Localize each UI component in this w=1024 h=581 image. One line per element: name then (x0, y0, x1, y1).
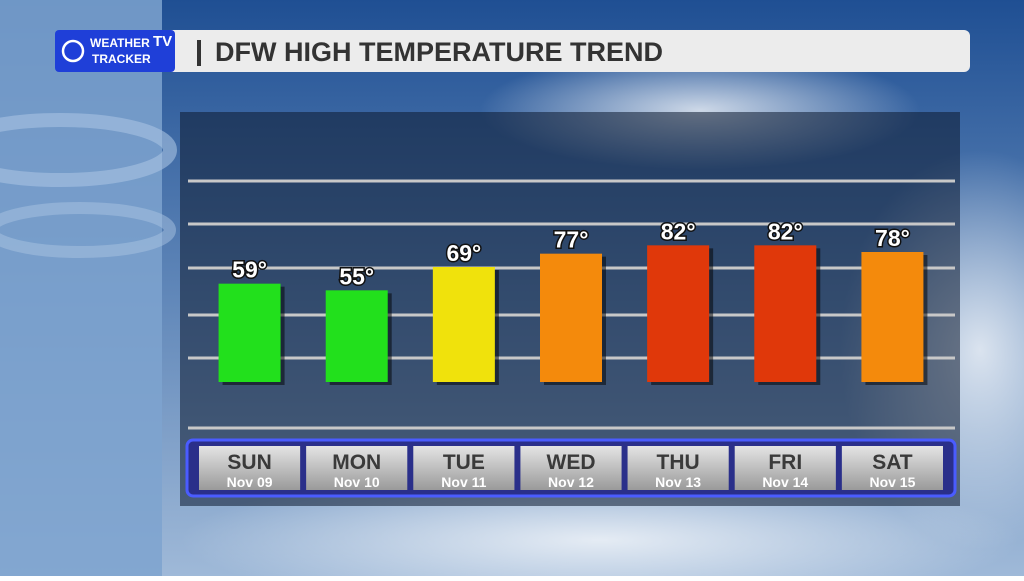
bar (540, 253, 602, 382)
x-tick-label: THU (657, 451, 700, 474)
day-cell (841, 446, 943, 490)
date-label: Nov 10 (334, 474, 380, 490)
chart-title: DFW HIGH TEMPERATURE TREND (215, 37, 663, 67)
value-label: 59° (232, 257, 267, 283)
bar (647, 245, 710, 382)
logo-box (55, 30, 175, 72)
bar (325, 290, 388, 382)
date-label: Nov 12 (548, 474, 594, 490)
logo-icon (61, 39, 85, 63)
value-label: 82° (768, 218, 803, 244)
day-cell (520, 446, 622, 490)
logo-watermark (0, 113, 177, 187)
x-tick-label: SUN (227, 451, 271, 474)
value-label: 77° (554, 227, 589, 253)
day-cell (627, 446, 729, 490)
value-label: 55° (339, 263, 374, 289)
day-cell (199, 446, 301, 490)
day-cell (413, 446, 515, 490)
value-label: 69° (446, 240, 481, 266)
title-separator (197, 40, 201, 66)
date-label: Nov 14 (762, 474, 808, 490)
value-label: 82° (661, 218, 696, 244)
x-tick-label: TUE (443, 451, 485, 474)
x-tick-label: WED (547, 451, 596, 474)
day-cell (734, 446, 836, 490)
x-tick-label: SAT (872, 451, 913, 474)
bar (861, 252, 924, 382)
bar (218, 283, 281, 382)
date-label: Nov 11 (441, 474, 486, 490)
date-label: Nov 13 (655, 474, 701, 490)
logo-text: TRACKER (92, 52, 151, 66)
date-label: Nov 15 (869, 474, 915, 490)
day-cell (306, 446, 408, 490)
logo-text: WEATHER (90, 36, 150, 50)
bar (754, 245, 817, 382)
bar (432, 267, 495, 382)
side-panel (0, 0, 162, 576)
x-tick-label: MON (332, 451, 381, 474)
value-label: 78° (875, 225, 910, 251)
logo-badge: TV (153, 33, 172, 50)
logo-watermark (0, 202, 176, 258)
date-label: Nov 09 (227, 474, 273, 490)
title-bar (55, 30, 970, 72)
x-tick-label: FRI (768, 451, 802, 474)
